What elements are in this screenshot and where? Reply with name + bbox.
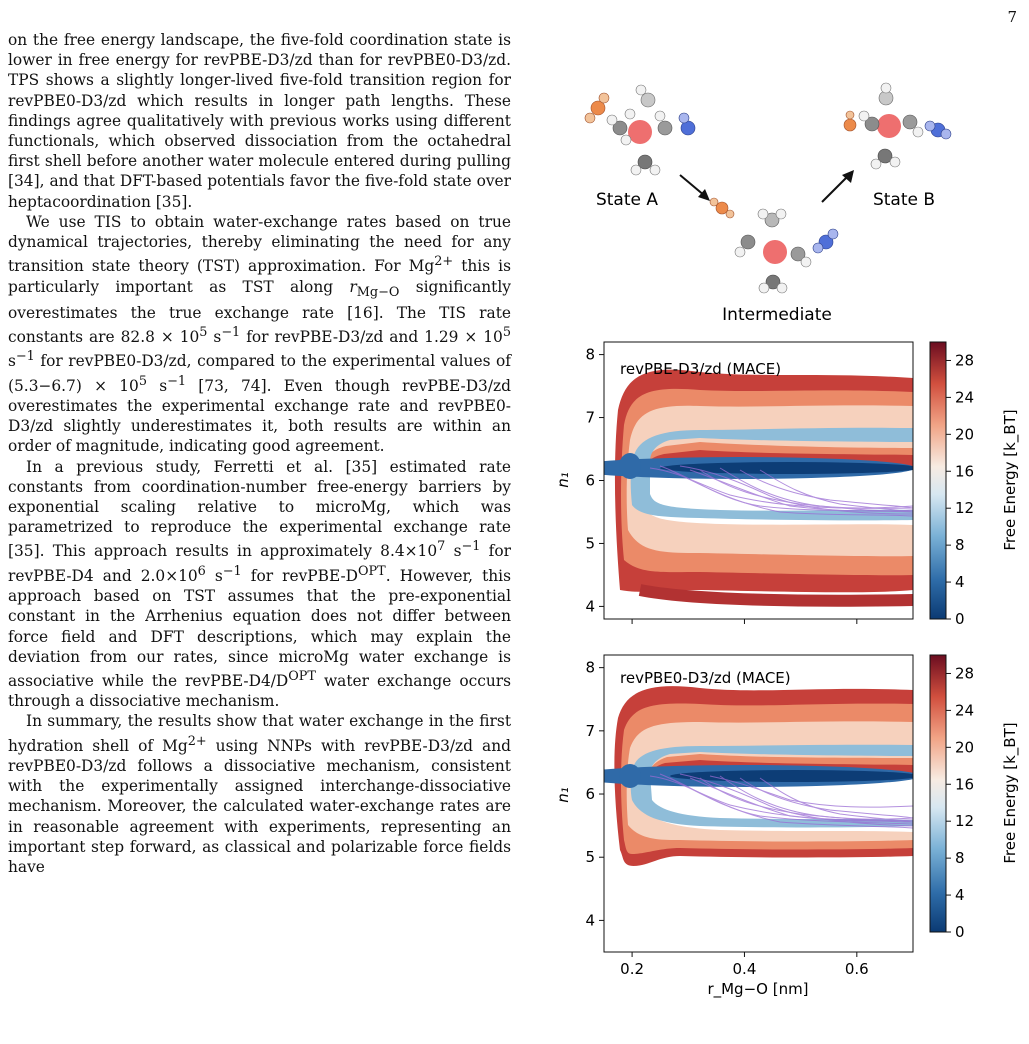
colorbar-1 bbox=[929, 341, 947, 620]
colorbar-tick-label: 16 bbox=[955, 462, 974, 480]
colorbar-tick-label: 8 bbox=[955, 849, 965, 867]
state-a-label: State A bbox=[596, 190, 658, 210]
colorbar-tick-label: 0 bbox=[955, 923, 965, 941]
page-number: 7 bbox=[1007, 8, 1017, 26]
state-a-molecule bbox=[584, 84, 696, 176]
x-tick-label: 0.6 bbox=[845, 960, 869, 978]
colorbar-tick-label: 28 bbox=[955, 351, 974, 369]
colorbar-tick-label: 12 bbox=[955, 499, 974, 517]
figure-svg: State A State B Intermediate bbox=[554, 82, 1020, 999]
colorbar-tick-label: 12 bbox=[955, 812, 974, 830]
chart-panel-1: revPBE-D3/zd (MACE) 4 5 6 7 8 n₁ 0 4 8 12 16 20 24… bbox=[554, 341, 1020, 628]
y-tick-label: 8 bbox=[585, 659, 595, 677]
mechanism-scheme: State A State B Intermediate bbox=[584, 82, 952, 325]
colorbar-2-ticks: 0 4 8 12 16 20 24 28 bbox=[946, 664, 974, 941]
free-energy-surface-2 bbox=[604, 686, 913, 866]
chart-2-axes: 4 5 6 7 8 0.2 0.4 0.6 bbox=[585, 659, 868, 978]
colorbar-2 bbox=[929, 654, 947, 933]
state-b-molecule bbox=[843, 82, 952, 170]
chart-1-ylabel: n₁ bbox=[554, 472, 572, 488]
y-tick-label: 5 bbox=[585, 848, 595, 866]
colorbar-tick-label: 0 bbox=[955, 610, 965, 628]
colorbar-1-label: Free Energy [k_BT] bbox=[1001, 409, 1020, 550]
colorbar-1-ticks: 0 4 8 12 16 20 24 28 bbox=[946, 351, 974, 628]
paragraph-3: In a previous study, Ferretti et al. [35… bbox=[8, 457, 512, 711]
arrow-a-to-intermediate bbox=[679, 174, 710, 201]
y-tick-label: 7 bbox=[585, 722, 595, 740]
y-tick-label: 4 bbox=[585, 911, 595, 929]
y-tick-label: 7 bbox=[585, 409, 595, 427]
y-tick-label: 6 bbox=[585, 472, 595, 490]
free-energy-surface-1 bbox=[604, 369, 913, 607]
y-tick-label: 8 bbox=[585, 346, 595, 364]
y-tick-label: 5 bbox=[585, 534, 595, 552]
colorbar-tick-label: 24 bbox=[955, 388, 974, 406]
colorbar-tick-label: 24 bbox=[955, 701, 974, 719]
colorbar-tick-label: 4 bbox=[955, 886, 965, 904]
colorbar-tick-label: 20 bbox=[955, 425, 974, 443]
colorbar-tick-label: 20 bbox=[955, 738, 974, 756]
y-tick-label: 4 bbox=[585, 597, 595, 615]
chart-panel-2: revPBE0-D3/zd (MACE) 4 5 6 7 8 0.2 0.4 0.6 n₁ r… bbox=[554, 654, 1020, 999]
x-tick-label: 0.2 bbox=[620, 960, 644, 978]
paragraph-4: In summary, the results show that water … bbox=[8, 712, 511, 876]
colorbar-tick-label: 16 bbox=[955, 775, 974, 793]
intermediate-label: Intermediate bbox=[722, 305, 832, 325]
colorbar-tick-label: 4 bbox=[955, 573, 965, 591]
chart-2-xlabel: r_Mg−O [nm] bbox=[707, 980, 808, 999]
chart-1-axes: 4 5 6 7 8 bbox=[585, 346, 858, 624]
chart-1-title: revPBE-D3/zd (MACE) bbox=[620, 360, 781, 378]
colorbar-tick-label: 28 bbox=[955, 664, 974, 682]
paragraph-2: We use TIS to obtain water-exchange rate… bbox=[8, 212, 511, 456]
y-tick-label: 6 bbox=[585, 785, 595, 803]
transition-paths-1 bbox=[649, 465, 913, 517]
arrow-intermediate-to-b bbox=[821, 170, 854, 203]
body-text-column: on the free energy landscape, the five-f… bbox=[8, 30, 511, 877]
transition-paths-2 bbox=[649, 773, 913, 829]
figure: State A State B Intermediate bbox=[536, 60, 1024, 1000]
x-tick-label: 0.4 bbox=[733, 960, 757, 978]
state-b-label: State B bbox=[873, 190, 935, 210]
colorbar-2-label: Free Energy [k_BT] bbox=[1001, 722, 1020, 863]
colorbar-tick-label: 8 bbox=[955, 536, 965, 554]
paragraph-1: on the free energy landscape, the five-f… bbox=[8, 31, 511, 211]
chart-2-ylabel: n₁ bbox=[554, 787, 572, 803]
intermediate-molecule bbox=[709, 197, 839, 294]
chart-2-title: revPBE0-D3/zd (MACE) bbox=[620, 669, 791, 687]
